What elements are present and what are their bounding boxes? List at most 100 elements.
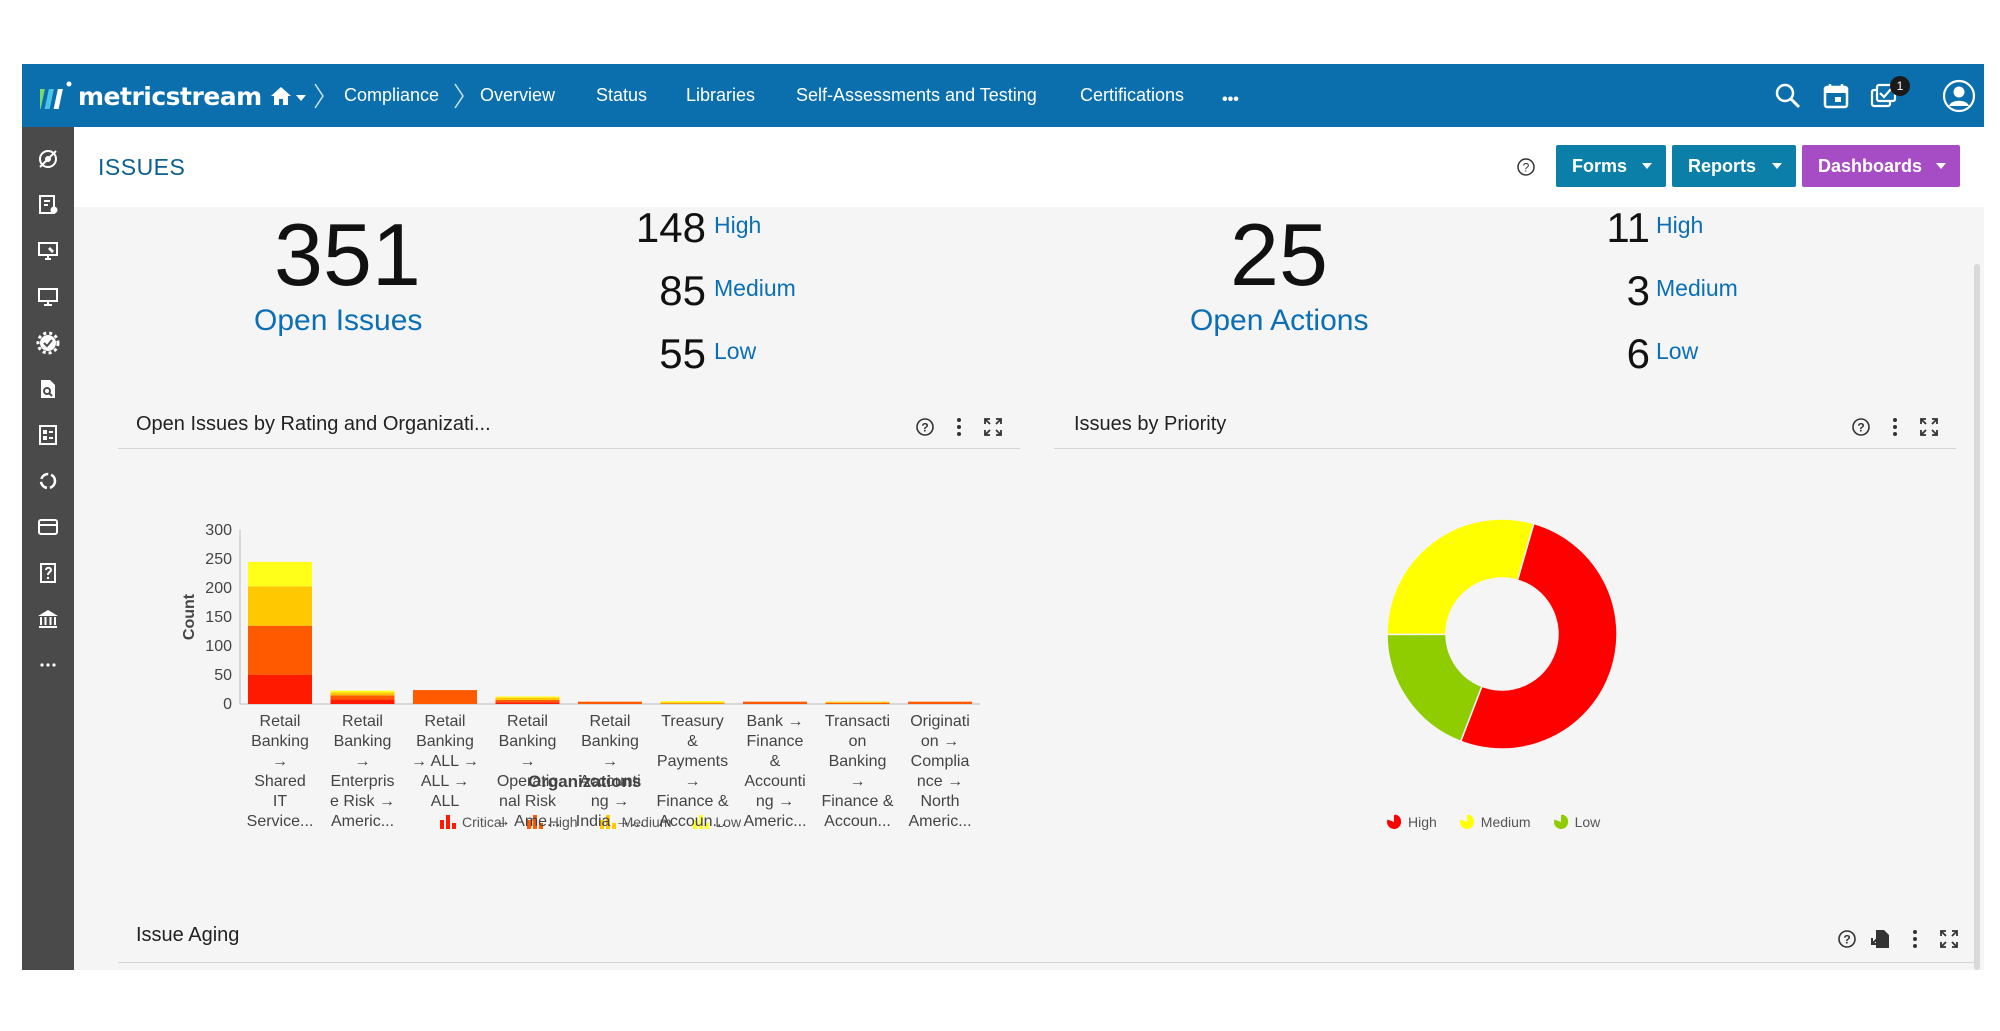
chevron-down-icon[interactable]: [296, 94, 306, 102]
dashboards-button[interactable]: Dashboards: [1802, 145, 1960, 187]
screen-edit-icon[interactable]: [36, 239, 60, 263]
drill-document-icon[interactable]: [1870, 928, 1892, 950]
bar-segment-critical[interactable]: [330, 699, 395, 704]
open-issues-label[interactable]: Open Issues: [254, 304, 423, 337]
x-category-label: Retail Banking → Shared IT Service...: [246, 713, 314, 830]
nav-item-certifications[interactable]: Certifications: [1080, 85, 1185, 105]
legend-label[interactable]: High: [548, 814, 578, 830]
issues-high-count: 148: [635, 204, 706, 251]
logo[interactable]: metricstream: [40, 78, 262, 114]
nav-item-compliance[interactable]: Compliance: [344, 85, 440, 105]
donut-slice-low[interactable]: [1386, 633, 1483, 743]
forms-button[interactable]: Forms: [1556, 145, 1666, 187]
bar-segment-medium[interactable]: [660, 702, 725, 704]
bar-segment-medium[interactable]: [825, 701, 890, 703]
dashboard-off-icon[interactable]: [36, 147, 60, 171]
institution-icon[interactable]: [36, 607, 60, 631]
legend-label[interactable]: Low: [1574, 814, 1601, 830]
x-category-label: Transacti on Banking → Finance & Accoun.…: [821, 713, 894, 830]
metricstream-logo-icon: [40, 81, 72, 109]
issues-low-label[interactable]: Low: [714, 338, 757, 364]
legend-label[interactable]: Medium: [621, 814, 672, 830]
notification-badge: 1: [1890, 76, 1910, 96]
bar-segment-medium[interactable]: [330, 692, 395, 696]
bar-segment-high[interactable]: [330, 695, 395, 700]
issues-high-label[interactable]: High: [714, 212, 762, 238]
home-icon[interactable]: [270, 86, 292, 106]
nav-item-self-assessments[interactable]: Self-Assessments and Testing: [796, 85, 1037, 105]
legend-label[interactable]: Low: [715, 814, 742, 830]
more-apps-icon[interactable]: [36, 653, 60, 677]
bar-segment-low[interactable]: [660, 701, 725, 703]
legend-pie-icon: [1553, 814, 1568, 829]
issues-medium-label[interactable]: Medium: [714, 275, 796, 301]
bar-segment-low[interactable]: [495, 696, 560, 698]
more-vertical-icon[interactable]: [1904, 928, 1926, 950]
open-actions-count: 25: [1230, 205, 1328, 304]
legend-bar-icon: [693, 815, 710, 829]
bar-segment-high[interactable]: [660, 703, 725, 704]
y-tick-label: 300: [205, 522, 232, 539]
help-document-icon[interactable]: [36, 561, 60, 585]
bar-segment-low[interactable]: [248, 561, 312, 587]
issue-report-icon[interactable]: [36, 193, 60, 217]
legend-bar-icon: [599, 815, 616, 829]
x-category-label: Retail Banking → Enterpris e Risk → Amer…: [330, 713, 395, 830]
app-window: metricstream Compliance Overview Status …: [22, 64, 1984, 970]
user-avatar-icon[interactable]: [1942, 79, 1976, 113]
bar-chart-legend: Critical High Medium Low: [440, 814, 763, 830]
bar-segment-critical[interactable]: [248, 675, 312, 704]
expand-icon[interactable]: [982, 416, 1004, 438]
legend-label[interactable]: High: [1408, 814, 1437, 830]
bar-segment-high[interactable]: [578, 701, 642, 704]
open-actions-label[interactable]: Open Actions: [1190, 304, 1369, 337]
refresh-cycle-icon[interactable]: [36, 469, 60, 493]
bar-segment-high[interactable]: [825, 702, 890, 704]
issues-low-count: 55: [659, 330, 706, 377]
bar-segment-medium[interactable]: [248, 586, 312, 626]
bar-segment-high[interactable]: [743, 701, 807, 704]
checklist-icon[interactable]: [36, 423, 60, 447]
legend-label[interactable]: Medium: [1480, 814, 1531, 830]
more-vertical-icon[interactable]: [948, 416, 970, 438]
actions-low-label[interactable]: Low: [1656, 338, 1699, 364]
gear-check-icon[interactable]: [36, 331, 60, 355]
document-search-icon[interactable]: [36, 377, 60, 401]
help-icon[interactable]: ?: [1850, 416, 1872, 438]
bar-segment-critical[interactable]: [495, 702, 560, 704]
bar-segment-high[interactable]: [248, 625, 312, 675]
bar-segment-high[interactable]: [908, 701, 972, 704]
bar-segment-high[interactable]: [413, 690, 477, 704]
search-icon[interactable]: [1772, 80, 1804, 112]
calendar-icon[interactable]: [1820, 80, 1852, 112]
expand-icon[interactable]: [1918, 416, 1940, 438]
donut-slice-medium[interactable]: [1386, 518, 1535, 636]
reports-button[interactable]: Reports: [1672, 145, 1796, 187]
nav-more-button[interactable]: •••: [1222, 91, 1239, 108]
monitor-icon[interactable]: [36, 285, 60, 309]
expand-icon[interactable]: [1938, 928, 1960, 950]
nav-item-libraries[interactable]: Libraries: [686, 85, 756, 105]
bar-segment-low[interactable]: [330, 690, 395, 693]
card-icon[interactable]: [36, 515, 60, 539]
y-tick-label: 0: [223, 696, 232, 713]
bar-segment-medium[interactable]: [495, 697, 560, 700]
bar-segment-high[interactable]: [495, 699, 560, 703]
nav-item-status[interactable]: Status: [596, 85, 648, 105]
more-vertical-icon[interactable]: [1884, 416, 1906, 438]
issues-medium-count: 85: [659, 267, 706, 314]
x-category-label: Originati on → Complia nce → North Ameri…: [908, 713, 972, 830]
panel-divider: [118, 962, 1978, 963]
actions-high-label[interactable]: High: [1656, 212, 1704, 238]
breadcrumb-separator-icon: [314, 83, 324, 109]
donut-slice-high[interactable]: [1459, 522, 1618, 750]
help-icon[interactable]: ?: [1516, 157, 1536, 177]
help-icon[interactable]: ?: [914, 416, 936, 438]
y-tick-label: 100: [205, 638, 232, 655]
vertical-scrollbar[interactable]: [1974, 264, 1980, 970]
nav-item-overview[interactable]: Overview: [480, 85, 556, 105]
legend-label[interactable]: Critical: [462, 814, 505, 830]
y-tick-label: 50: [214, 667, 232, 684]
help-icon[interactable]: ?: [1836, 928, 1858, 950]
actions-medium-label[interactable]: Medium: [1656, 275, 1738, 301]
